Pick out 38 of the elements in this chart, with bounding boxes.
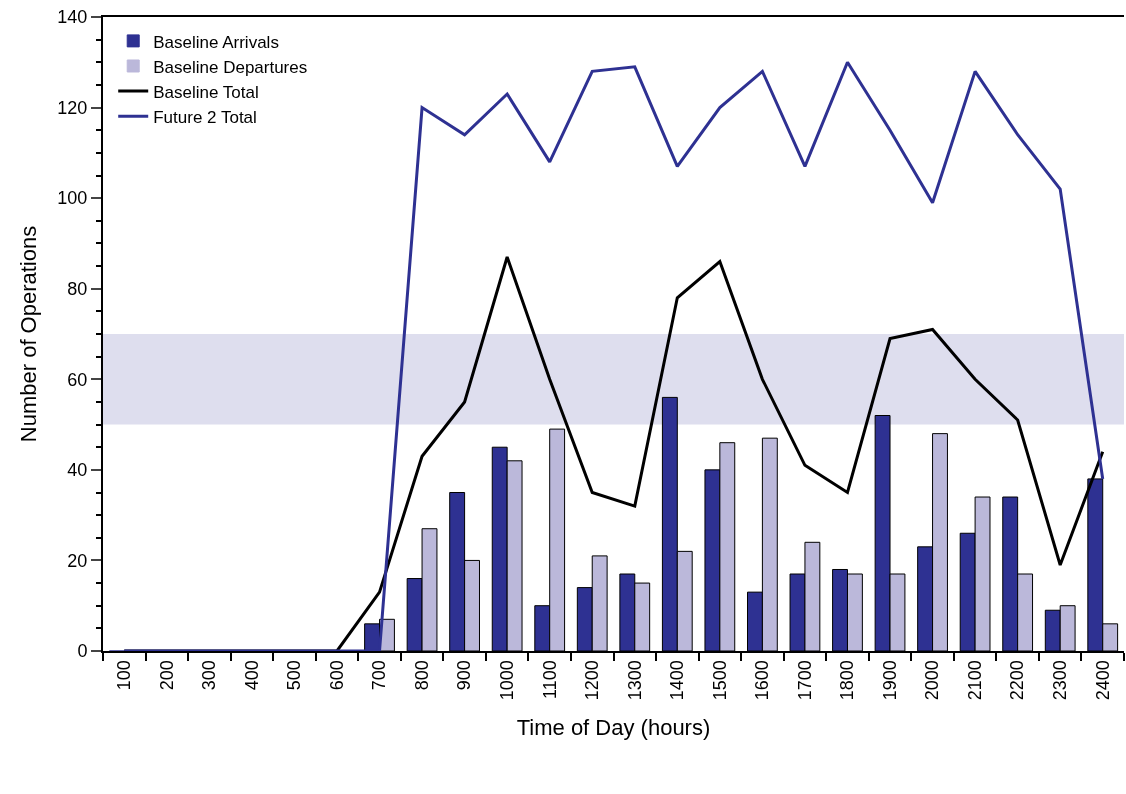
x-tick-label: 1600 [752, 660, 773, 701]
x-tick-label: 200 [156, 660, 177, 691]
x-tick-label: 2300 [1050, 660, 1071, 701]
x-tick-label: 1200 [582, 660, 603, 701]
y-tick-label: 80 [67, 279, 88, 300]
x-tick-label: 1300 [624, 660, 645, 701]
y-tick-label: 0 [77, 641, 88, 662]
legend-label: Future 2 Total [153, 107, 257, 127]
x-tick-label: 1100 [539, 660, 560, 699]
x-tick-label: 600 [326, 660, 347, 691]
x-tick-label: 500 [284, 660, 305, 691]
x-tick-label: 300 [199, 660, 220, 691]
x-tick-label: 1400 [667, 660, 688, 701]
y-tick-label: 100 [57, 188, 88, 209]
x-tick-label: 1500 [709, 660, 730, 701]
x-tick-label: 2100 [964, 660, 985, 701]
x-tick-label: 2200 [1007, 660, 1028, 701]
x-tick-label: 1700 [794, 660, 815, 701]
x-tick-label: 1000 [497, 660, 517, 701]
y-tick-label: 120 [57, 97, 88, 118]
x-axis-title: Time of Day (hours) [516, 714, 711, 740]
y-tick-label: 40 [67, 460, 88, 481]
x-tick-label: 2000 [922, 660, 943, 701]
legend-label: Baseline Departures [153, 57, 308, 77]
y-tick-label: 140 [57, 7, 88, 28]
y-tick-label: 20 [67, 550, 88, 571]
legend-label: Baseline Total [153, 82, 259, 102]
x-tick-label: 1900 [879, 660, 900, 701]
x-tick-label: 100 [114, 660, 135, 691]
x-tick-label: 2400 [1092, 660, 1113, 701]
x-tick-label: 700 [369, 660, 390, 691]
y-axis-title: Number of Operations [15, 225, 41, 443]
x-tick-label: 400 [241, 660, 262, 691]
x-tick-label: 1800 [837, 660, 858, 701]
x-tick-label: 900 [454, 660, 475, 691]
y-tick-label: 60 [67, 369, 88, 390]
legend-label: Baseline Arrivals [153, 32, 279, 52]
x-tick-label: 800 [411, 660, 432, 691]
